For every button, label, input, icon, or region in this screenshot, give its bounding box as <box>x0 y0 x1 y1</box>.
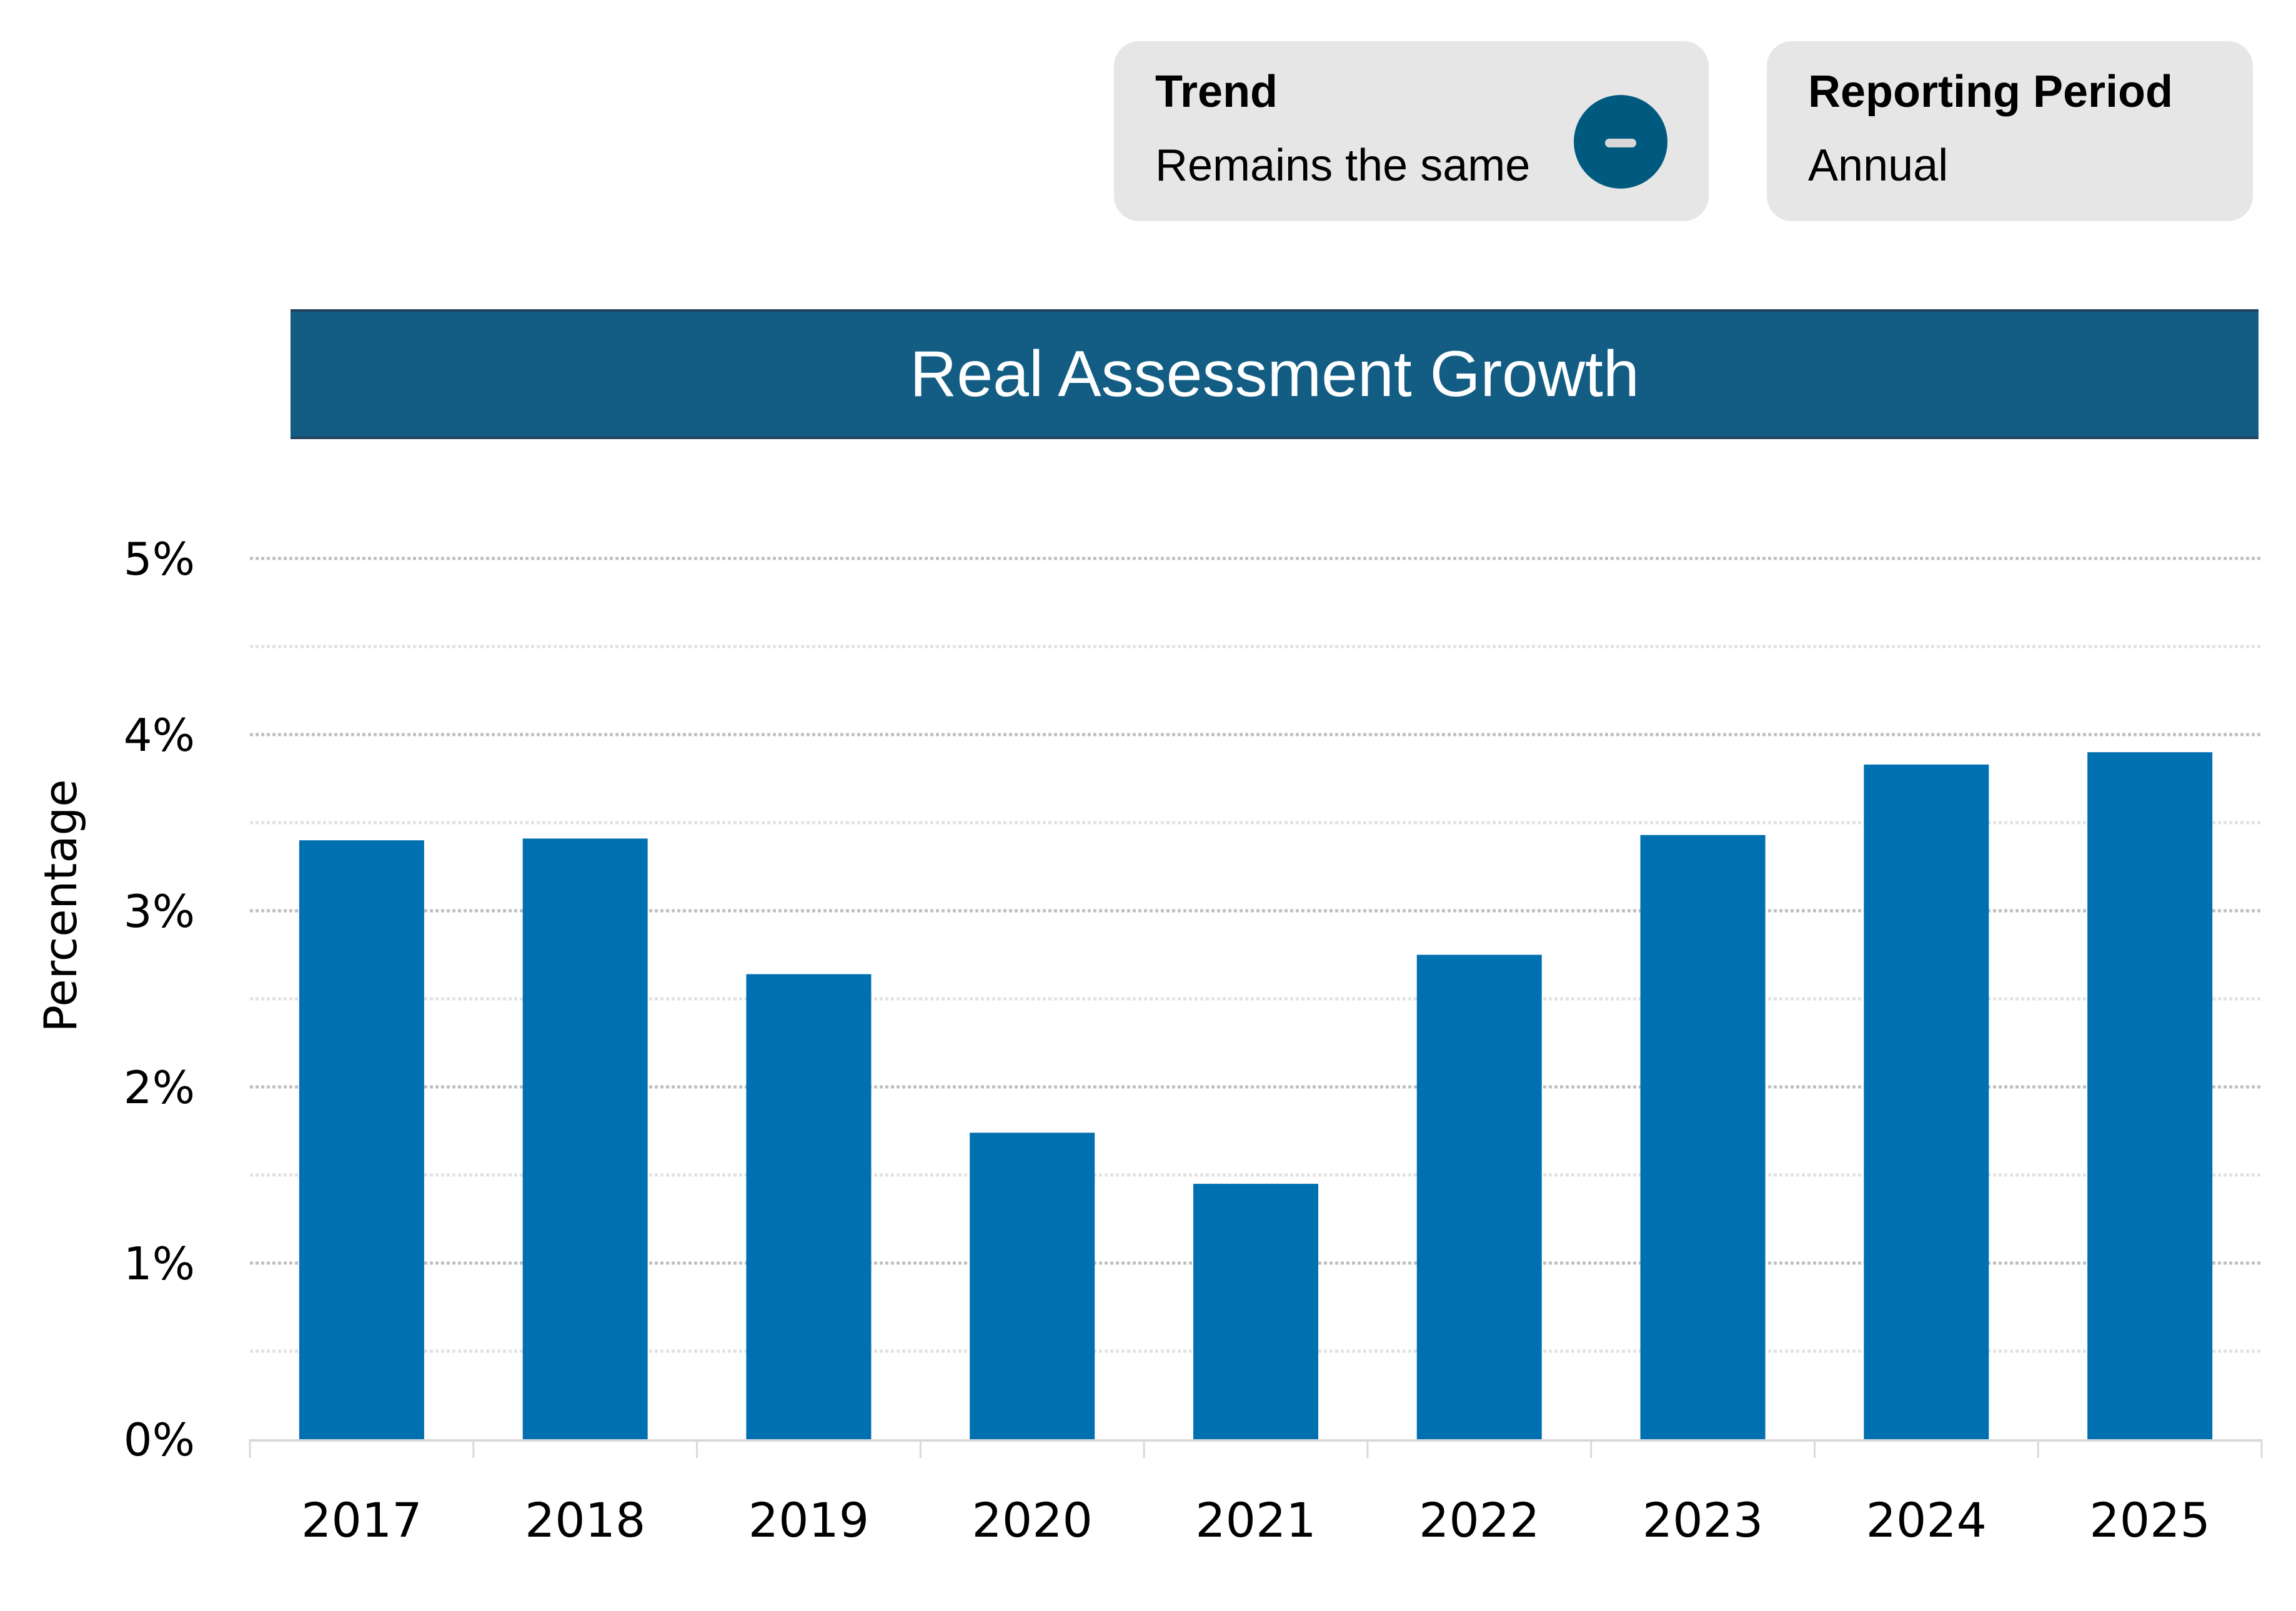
bar-2017 <box>299 840 424 1439</box>
bar-2021 <box>1193 1184 1318 1439</box>
x-tick-label: 2018 <box>525 1492 645 1548</box>
x-tick-label: 2020 <box>972 1492 1093 1548</box>
bar-2024 <box>1864 764 1989 1439</box>
chart-title-banner: Real Assessment Growth <box>291 309 2259 439</box>
x-axis-ticks: 2017 2018 2019 2020 2021 2022 2023 2024 2025 <box>301 1492 2210 1548</box>
chart-title: Real Assessment Growth <box>910 337 1639 410</box>
y-axis-label: Percentage <box>34 779 87 1032</box>
x-tick-label: 2025 <box>2089 1492 2210 1548</box>
bar-2022 <box>1416 954 1542 1439</box>
x-axis <box>249 1439 2263 1458</box>
reporting-period-title: Reporting Period <box>1808 67 2174 117</box>
bar-2019 <box>746 974 872 1439</box>
minus-glyph <box>1605 139 1636 147</box>
reporting-period-card: Reporting Period Annual <box>1767 41 2253 221</box>
x-tick-label: 2021 <box>1195 1492 1316 1548</box>
y-axis-ticks: 0% 1% 2% 3% 4% 5% <box>124 533 195 1466</box>
reporting-period-value: Annual <box>1808 141 1949 191</box>
y-tick-label: 5% <box>124 533 195 585</box>
trend-value: Remains the same <box>1155 141 1531 191</box>
x-tick-label: 2017 <box>301 1492 422 1548</box>
minus-circle-icon <box>1574 95 1667 189</box>
bar-2025 <box>2087 752 2213 1439</box>
y-tick-label: 3% <box>124 885 195 938</box>
trend-title: Trend <box>1155 67 1278 117</box>
y-tick-label: 4% <box>124 709 195 761</box>
x-tick-label: 2024 <box>1866 1492 1987 1548</box>
trend-card: Trend Remains the same <box>1114 41 1709 221</box>
y-tick-label: 0% <box>124 1414 195 1466</box>
bars <box>299 752 2213 1439</box>
y-tick-label: 1% <box>124 1237 195 1290</box>
x-tick-label: 2019 <box>748 1492 869 1548</box>
y-tick-label: 2% <box>124 1061 195 1114</box>
x-tick-label: 2023 <box>1642 1492 1763 1548</box>
x-tick-label: 2022 <box>1419 1492 1539 1548</box>
bar-2023 <box>1640 835 1766 1439</box>
bar-2020 <box>970 1133 1095 1439</box>
bar-2018 <box>522 838 648 1439</box>
